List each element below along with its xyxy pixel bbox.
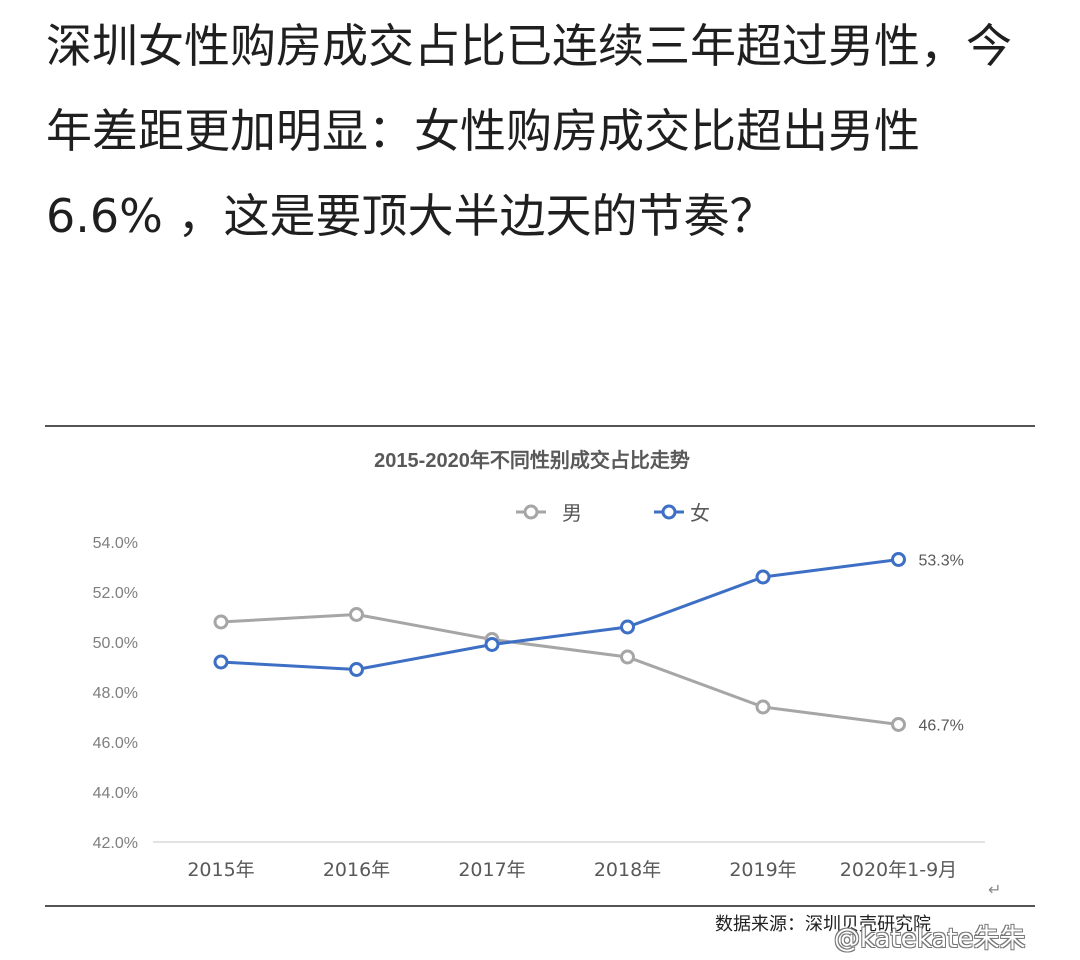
- series-line: [220, 558, 899, 671]
- data-point: [620, 649, 635, 665]
- legend-item-female: 女: [654, 501, 710, 525]
- y-tick-label: 54.0%: [93, 535, 138, 552]
- data-point: [755, 569, 771, 585]
- legend-label-male: 男: [562, 501, 582, 525]
- data-point: [213, 654, 229, 670]
- data-label: 53.3%: [919, 553, 964, 570]
- legend-item-male: 男: [516, 501, 582, 525]
- y-axis: 54.0% 52.0% 50.0% 48.0% 46.0% 44.0% 42.0%: [93, 535, 138, 852]
- data-point: [484, 637, 500, 652]
- y-tick-label: 46.0%: [93, 735, 138, 752]
- data-point: [755, 699, 771, 715]
- data-point: [349, 662, 364, 677]
- legend-label-female: 女: [690, 501, 710, 525]
- series-male: 46.7%: [213, 607, 964, 735]
- x-tick-label: 2017年: [458, 859, 525, 881]
- series-line: [220, 613, 899, 726]
- data-point: [349, 607, 364, 622]
- y-tick-label: 48.0%: [93, 685, 138, 702]
- source-note: 数据来源：深圳贝壳研究院: [715, 914, 931, 935]
- weibo-watermark: @katekate朱朱: [834, 924, 1026, 954]
- chart-top-rule: [45, 425, 1035, 427]
- y-tick-label: 42.0%: [93, 835, 138, 852]
- x-tick-label: 2019年: [729, 859, 796, 881]
- x-tick-label: 2015年: [187, 859, 254, 881]
- chart-bottom-rule: [45, 905, 1035, 907]
- data-point: [213, 614, 229, 630]
- chart-title: 2015-2020年不同性别成交占比走势: [374, 448, 690, 472]
- data-label: 46.7%: [919, 718, 964, 735]
- series-layer: 46.7% 53.3%: [213, 552, 964, 735]
- return-symbol: ↵: [988, 880, 1002, 899]
- y-tick-label: 52.0%: [93, 585, 138, 602]
- line-chart: 2015-2020年不同性别成交占比走势 男 女 54.0% 52.0% 50.0%…: [93, 448, 985, 881]
- chart-legend: 男 女: [516, 501, 710, 525]
- post-headline: 深圳女性购房成交占比已连续三年超过男性，今年差距更加明显：女性购房成交比超出男性…: [46, 19, 1012, 243]
- data-point: [891, 717, 906, 732]
- y-tick-label: 44.0%: [93, 785, 138, 802]
- x-axis: 2015年 2016年 2017年 2018年 2019年 2020年1-9月: [187, 859, 957, 881]
- y-tick-label: 50.0%: [93, 635, 138, 652]
- x-tick-label: 2018年: [594, 859, 661, 881]
- data-point: [620, 619, 635, 635]
- x-tick-label: 2020年1-9月: [840, 859, 957, 881]
- series-female: 53.3%: [213, 552, 964, 677]
- data-point: [891, 552, 906, 567]
- x-tick-label: 2016年: [323, 859, 390, 881]
